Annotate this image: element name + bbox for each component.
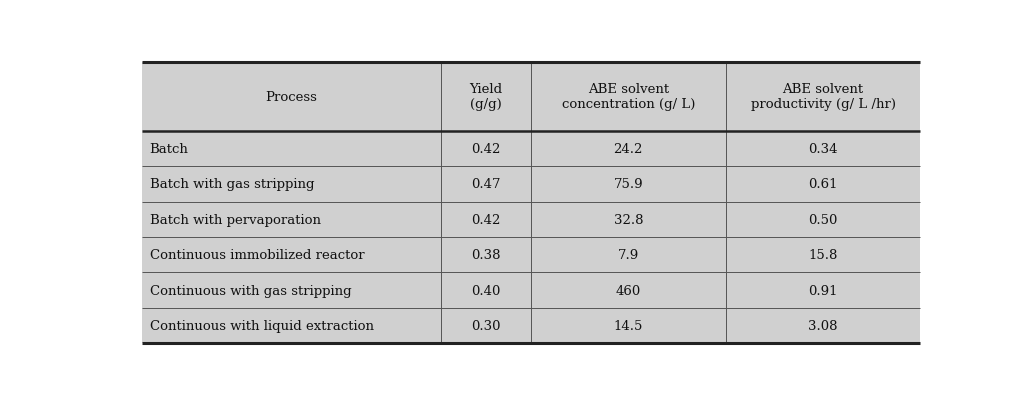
Text: ABE solvent
concentration (g/ L): ABE solvent concentration (g/ L) (562, 83, 695, 111)
Bar (142, 167, 920, 202)
Text: 0.38: 0.38 (471, 249, 501, 262)
Text: 0.47: 0.47 (471, 178, 501, 191)
Text: 0.30: 0.30 (471, 319, 501, 332)
Text: 0.34: 0.34 (808, 143, 838, 156)
Text: 24.2: 24.2 (613, 143, 643, 156)
Text: 32.8: 32.8 (613, 213, 643, 226)
Text: Continuous immobilized reactor: Continuous immobilized reactor (149, 249, 365, 262)
Text: 3.08: 3.08 (808, 319, 838, 332)
Text: Continuous with gas stripping: Continuous with gas stripping (149, 284, 351, 297)
Bar (142, 202, 920, 237)
Text: Continuous with liquid extraction: Continuous with liquid extraction (149, 319, 374, 332)
Text: 0.91: 0.91 (808, 284, 838, 297)
Text: 75.9: 75.9 (613, 178, 643, 191)
Bar (142, 131, 920, 167)
Text: ABE solvent
productivity (g/ L /hr): ABE solvent productivity (g/ L /hr) (750, 83, 895, 111)
Bar (142, 237, 920, 273)
Text: Yield
(g/g): Yield (g/g) (469, 83, 502, 111)
Text: 0.40: 0.40 (471, 284, 500, 297)
Text: Batch with pervaporation: Batch with pervaporation (149, 213, 320, 226)
Text: 7.9: 7.9 (617, 249, 639, 262)
Bar (142, 63, 920, 131)
Text: 0.61: 0.61 (808, 178, 838, 191)
Text: 0.42: 0.42 (471, 143, 500, 156)
Bar (142, 273, 920, 308)
Text: 0.50: 0.50 (808, 213, 838, 226)
Bar (142, 308, 920, 343)
Text: 14.5: 14.5 (613, 319, 643, 332)
Text: 0.42: 0.42 (471, 213, 500, 226)
Text: Batch: Batch (149, 143, 189, 156)
Text: 15.8: 15.8 (808, 249, 838, 262)
Text: Process: Process (265, 91, 317, 104)
Text: Batch with gas stripping: Batch with gas stripping (149, 178, 314, 191)
Text: 460: 460 (615, 284, 641, 297)
